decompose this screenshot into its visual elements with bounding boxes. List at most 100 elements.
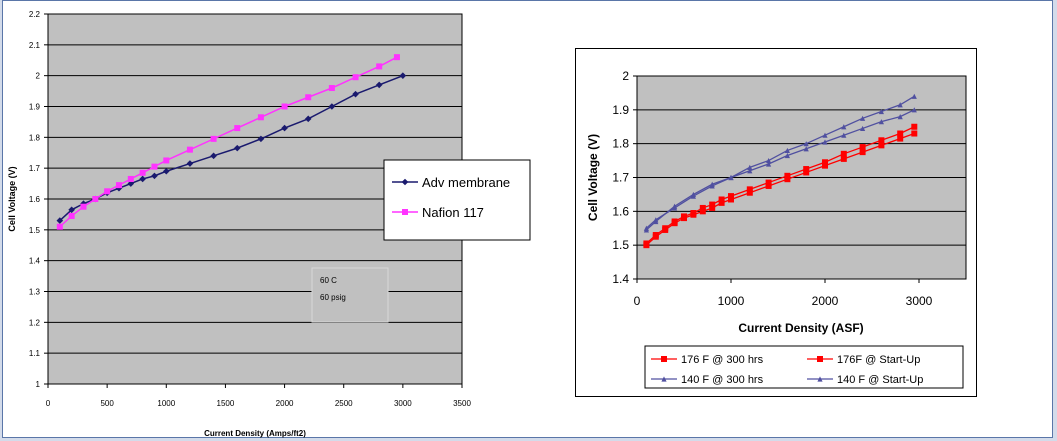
- data-point: [115, 182, 122, 189]
- data-point: [139, 175, 146, 183]
- legend-swatch-marker: [402, 209, 408, 215]
- y-tick-label: 1.9: [612, 103, 629, 117]
- data-point: [718, 196, 725, 203]
- data-point: [375, 81, 383, 89]
- data-point: [127, 180, 135, 187]
- data-point: [393, 54, 400, 61]
- data-point: [68, 206, 75, 214]
- data-point: [210, 152, 217, 160]
- data-point: [186, 160, 194, 167]
- data-point: [911, 123, 918, 130]
- data-point: [699, 208, 706, 215]
- y-tick-label: 1.2: [29, 318, 41, 327]
- y-tick-label: 1.8: [29, 133, 41, 142]
- data-point: [690, 191, 696, 198]
- x-axis-label: Current Density (Amps/ft2): [204, 429, 306, 438]
- legend-swatch-marker: [401, 178, 409, 186]
- y-tick-label: 1.6: [612, 204, 629, 218]
- data-point: [210, 135, 217, 142]
- data-point: [163, 157, 170, 164]
- x-tick-label: 0: [46, 399, 51, 408]
- legend-label: 176F @ Start-Up: [837, 354, 920, 366]
- data-point: [699, 204, 706, 211]
- data-point: [822, 159, 828, 166]
- data-point: [672, 203, 678, 209]
- data-point: [841, 124, 847, 130]
- data-point: [860, 125, 866, 132]
- data-point: [803, 146, 809, 152]
- legend-label: 140 F @ 300 hrs: [681, 374, 764, 386]
- x-tick-label: 0: [634, 294, 641, 308]
- data-point: [897, 130, 904, 137]
- y-tick-label: 1.6: [29, 195, 41, 204]
- y-tick-label: 1.8: [612, 137, 629, 151]
- data-point: [897, 114, 903, 120]
- annotation-box: [311, 267, 389, 323]
- data-point: [257, 135, 265, 143]
- data-point: [643, 227, 649, 233]
- y-tick-label: 1.9: [29, 103, 41, 112]
- data-point: [376, 63, 383, 70]
- data-point: [681, 213, 687, 220]
- data-point: [766, 157, 772, 164]
- y-tick-label: 1.4: [612, 272, 629, 286]
- data-point: [257, 114, 264, 121]
- x-tick-label: 2000: [812, 294, 839, 308]
- y-tick-label: 1.7: [612, 171, 629, 185]
- data-point: [747, 164, 753, 170]
- data-point: [747, 168, 753, 174]
- data-point: [765, 179, 772, 186]
- data-point: [840, 155, 847, 162]
- data-point: [911, 130, 918, 137]
- data-point: [709, 204, 716, 211]
- data-point: [878, 108, 884, 115]
- data-point: [233, 144, 241, 152]
- data-point: [841, 132, 847, 138]
- data-point: [784, 176, 791, 183]
- data-point: [822, 139, 828, 145]
- data-point: [690, 210, 697, 217]
- data-point: [662, 225, 669, 232]
- legend-label: 140 F @ Start-Up: [837, 374, 923, 386]
- data-point: [718, 199, 725, 206]
- y-axis-label: Cell Voltage (V): [7, 166, 17, 231]
- x-tick-label: 3000: [906, 294, 933, 308]
- data-point: [859, 144, 866, 151]
- legend-swatch-marker: [817, 376, 823, 382]
- data-point: [352, 90, 359, 98]
- data-point: [840, 150, 847, 157]
- data-point: [859, 149, 866, 156]
- data-point: [162, 167, 170, 175]
- legend-label: Adv membrane: [422, 175, 510, 190]
- data-point: [746, 186, 753, 193]
- data-point: [151, 163, 158, 170]
- x-tick-label: 2000: [276, 399, 294, 408]
- data-point: [860, 115, 866, 121]
- series-line: [645, 109, 915, 231]
- x-tick-label: 500: [100, 399, 114, 408]
- data-point: [127, 175, 134, 182]
- legend-label: Nafion 117: [422, 205, 484, 220]
- data-point: [728, 193, 734, 200]
- data-point: [186, 146, 193, 153]
- legend-box: [383, 159, 531, 241]
- legend-label: 176 F @ 300 hrs: [681, 354, 764, 366]
- y-tick-label: 1: [36, 380, 41, 389]
- x-tick-label: 1500: [217, 399, 235, 408]
- data-point: [878, 137, 885, 144]
- data-point: [80, 203, 87, 210]
- y-tick-label: 2.2: [29, 10, 41, 19]
- data-point: [897, 135, 904, 142]
- data-point: [281, 103, 288, 110]
- data-point: [56, 223, 63, 230]
- data-point: [652, 232, 659, 239]
- data-point: [803, 141, 809, 147]
- data-point: [305, 94, 312, 101]
- x-tick-label: 1000: [157, 399, 175, 408]
- data-point: [328, 103, 336, 110]
- data-point: [878, 142, 885, 149]
- data-point: [766, 161, 772, 167]
- data-point: [803, 166, 810, 173]
- data-point: [68, 212, 75, 219]
- data-point: [151, 172, 158, 180]
